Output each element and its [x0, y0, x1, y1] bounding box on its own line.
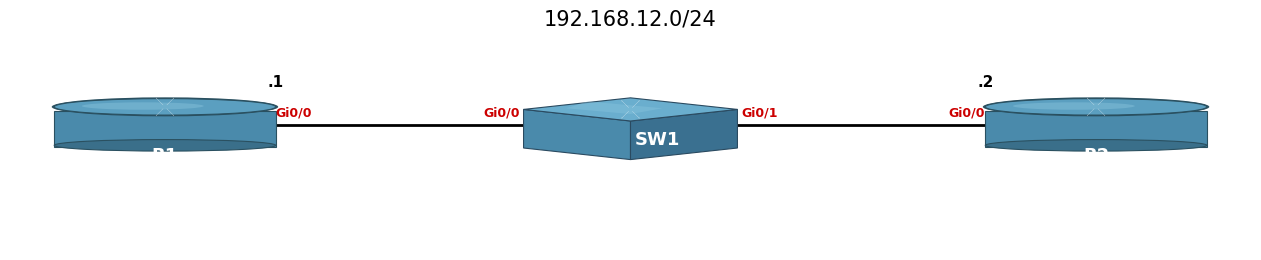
Text: SW1: SW1	[634, 131, 680, 149]
Text: Gi0/0: Gi0/0	[948, 107, 985, 120]
Text: .2: .2	[977, 75, 994, 90]
Text: Gi0/0: Gi0/0	[483, 107, 520, 120]
Text: R1: R1	[151, 147, 178, 165]
Ellipse shape	[1013, 102, 1135, 110]
Text: Gi0/0: Gi0/0	[276, 107, 313, 120]
Ellipse shape	[982, 97, 1209, 116]
Ellipse shape	[54, 99, 276, 115]
Text: .1: .1	[267, 75, 284, 90]
Ellipse shape	[985, 140, 1207, 151]
Ellipse shape	[54, 140, 276, 151]
Text: R2: R2	[1083, 147, 1110, 165]
Polygon shape	[523, 98, 738, 121]
Ellipse shape	[52, 97, 279, 116]
Ellipse shape	[985, 99, 1207, 115]
FancyBboxPatch shape	[985, 111, 1207, 147]
Polygon shape	[630, 109, 738, 160]
FancyBboxPatch shape	[54, 111, 276, 147]
Polygon shape	[523, 109, 630, 160]
Polygon shape	[566, 101, 662, 114]
Ellipse shape	[82, 102, 204, 110]
Text: Gi0/1: Gi0/1	[741, 107, 778, 120]
Text: 192.168.12.0/24: 192.168.12.0/24	[545, 9, 716, 29]
